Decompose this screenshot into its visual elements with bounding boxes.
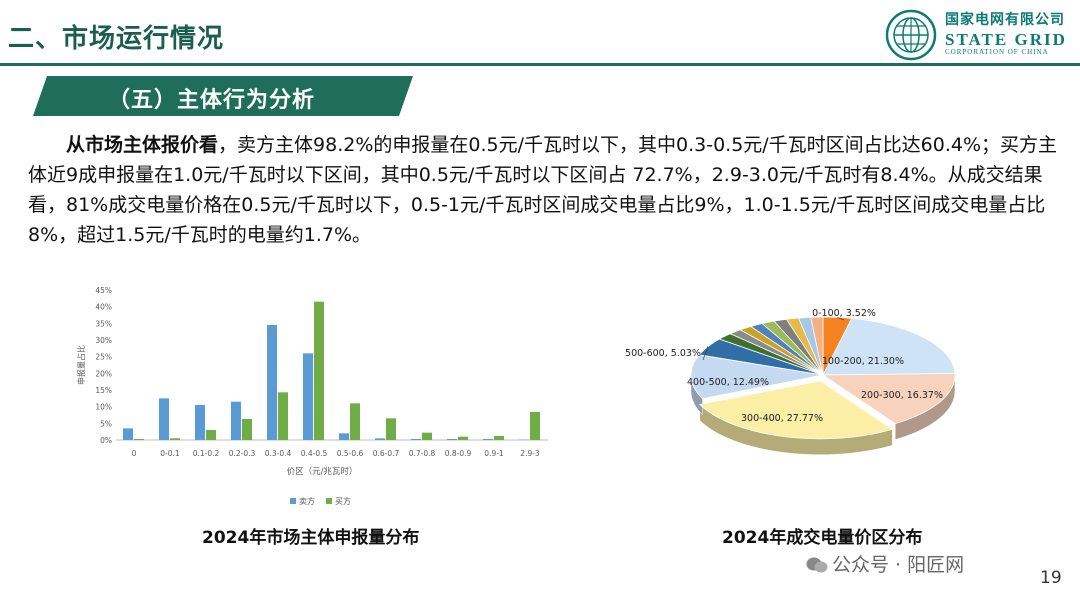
- pie-leader-line: [837, 317, 845, 321]
- section-banner: [33, 76, 413, 116]
- body-paragraph: 从市场主体报价看，卖方主体98.2%的申报量在0.5元/千瓦时以下，其中0.3-…: [28, 130, 1058, 250]
- globe-icon: [885, 9, 937, 61]
- x-tick-label: 0.6-0.7: [373, 449, 400, 458]
- x-tick-label: 0.1-0.2: [193, 449, 220, 458]
- bar-buyer: [386, 418, 396, 440]
- pie-slice: [822, 317, 956, 376]
- bar-seller: [375, 438, 385, 440]
- bar-seller: [123, 428, 133, 440]
- y-tick-label: 40%: [95, 303, 112, 312]
- bar-seller: [483, 439, 493, 440]
- bar-buyer: [206, 430, 216, 440]
- x-tick-label: 0.9-1: [484, 449, 504, 458]
- x-tick-label: 0.3-0.4: [265, 449, 292, 458]
- wechat-icon: [806, 557, 828, 573]
- x-tick-label: 0: [132, 449, 137, 458]
- x-tick-label: 0.2-0.3: [229, 449, 256, 458]
- watermark: 公众号 · 阳匠网: [806, 550, 964, 577]
- bar-seller: [447, 439, 457, 440]
- bar-buyer: [458, 436, 468, 440]
- bar-buyer: [530, 412, 540, 440]
- y-axis-label: 申报量占比: [76, 345, 86, 385]
- legend-label: 卖方: [299, 496, 315, 506]
- y-tick-label: 25%: [95, 353, 112, 362]
- y-tick-label: 15%: [95, 386, 112, 395]
- header: 二、市场运行情况 国家电网有限公司 STATE GRID CORPORATION…: [0, 0, 1080, 66]
- y-tick-label: 0%: [100, 436, 112, 445]
- logo-text: 国家电网有限公司 STATE GRID CORPORATION OF CHINA: [945, 9, 1067, 56]
- y-tick-label: 45%: [95, 286, 112, 295]
- bar-buyer: [134, 439, 144, 440]
- logo-english-name: STATE GRID: [945, 30, 1067, 49]
- bar-buyer: [422, 432, 432, 440]
- pie-slice: [698, 380, 894, 440]
- page-number: 19: [1040, 568, 1062, 588]
- bar-seller: [231, 401, 241, 440]
- body-text: ，卖方主体98.2%的申报量在0.5元/千瓦时以下，其中0.3-0.5元/千瓦时…: [28, 134, 1058, 246]
- pie-leader-line: [702, 346, 709, 361]
- bar-buyer: [242, 419, 252, 440]
- x-tick-label: 0.7-0.8: [409, 449, 436, 458]
- body-lead: 从市场主体报价看: [66, 134, 219, 156]
- y-tick-label: 5%: [100, 419, 112, 428]
- x-tick-label: 0-0.1: [160, 449, 180, 458]
- logo-subtitle: CORPORATION OF CHINA: [945, 48, 1049, 56]
- bar-seller: [267, 325, 277, 440]
- x-tick-label: 0.4-0.5: [301, 449, 328, 458]
- y-tick-label: 20%: [95, 369, 112, 378]
- section-title: （五）主体行为分析: [108, 88, 316, 113]
- x-axis-label: 价区（元/兆瓦时）: [287, 466, 358, 477]
- pie-chart-caption: 2024年成交电量价区分布: [722, 528, 923, 548]
- bar-seller: [159, 398, 169, 440]
- legend-swatch: [290, 498, 296, 504]
- bar-buyer: [314, 301, 324, 440]
- x-tick-label: 2.9-3: [520, 449, 540, 458]
- bar-seller: [303, 353, 313, 440]
- legend-swatch: [326, 498, 332, 504]
- pie-data-label: 0-100, 3.52%: [812, 308, 876, 319]
- bar-seller: [339, 433, 349, 440]
- y-tick-label: 35%: [95, 319, 112, 328]
- pie-slice: [821, 373, 956, 425]
- page-title: 二、市场运行情况: [8, 24, 225, 54]
- x-tick-label: 0.5-0.6: [337, 449, 364, 458]
- pie-data-label: 100-200, 21.30%: [822, 356, 904, 367]
- logo-chinese-name: 国家电网有限公司: [945, 12, 1065, 28]
- pie-chart: 0-100, 3.52% 100-200, 21.30% 200-300, 16.3…: [625, 308, 956, 455]
- y-tick-label: 30%: [95, 336, 112, 345]
- bar-seller: [411, 439, 421, 440]
- y-tick-label: 10%: [95, 403, 112, 412]
- state-grid-logo: 国家电网有限公司 STATE GRID CORPORATION OF CHINA: [883, 9, 1073, 61]
- bar-seller: [195, 405, 205, 440]
- pie-data-label: 500-600, 5.03%: [625, 348, 701, 359]
- watermark-text: 公众号 · 阳匠网: [832, 554, 965, 576]
- bar-buyer: [278, 392, 288, 440]
- pie-slice: [690, 354, 824, 400]
- bar-buyer: [170, 438, 180, 440]
- header-divider: [0, 63, 1080, 66]
- bar-buyer: [350, 403, 360, 440]
- pie-slice: [810, 316, 824, 376]
- bar-chart: 0% 5% 10% 15% 20% 25% 30% 35% 40% 45% 申报量占比 0 0-0.1 0…: [76, 286, 548, 506]
- bar-buyer: [494, 436, 504, 440]
- pie-data-label: 400-500, 12.49%: [687, 377, 769, 388]
- legend-label: 买方: [335, 496, 351, 506]
- x-tick-label: 0.8-0.9: [445, 449, 472, 458]
- pie-data-label: 200-300, 16.37%: [861, 390, 943, 401]
- pie-data-label: 300-400, 27.77%: [741, 413, 823, 424]
- bar-chart-caption: 2024年市场主体申报量分布: [202, 528, 420, 548]
